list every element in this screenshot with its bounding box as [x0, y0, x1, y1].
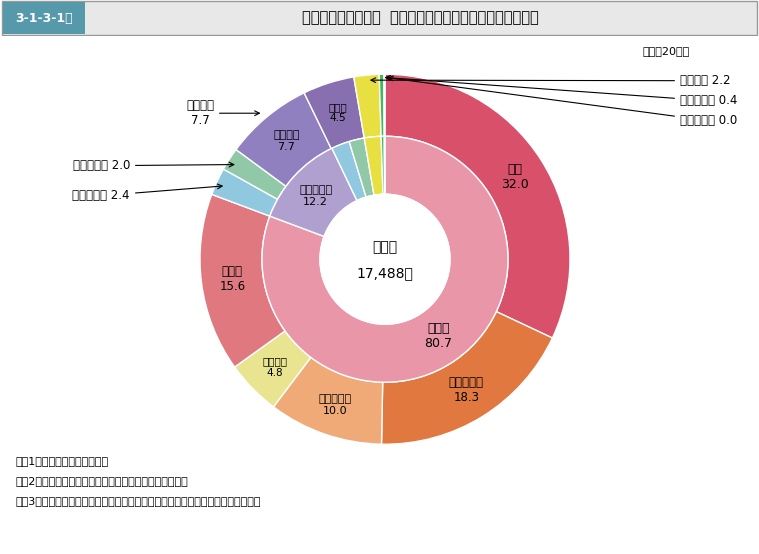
Text: 2　一般刑法犯及び道交違反を除く特別法犯に限る。: 2 一般刑法犯及び道交違反を除く特別法犯に限る。: [15, 476, 187, 486]
Wedge shape: [364, 136, 383, 195]
Wedge shape: [382, 311, 553, 444]
Text: 3-1-3-1図: 3-1-3-1図: [15, 12, 73, 24]
Text: 無　国　籍 0.0: 無 国 籍 0.0: [389, 76, 737, 127]
Wedge shape: [223, 150, 286, 199]
Wedge shape: [354, 74, 381, 138]
Text: 韓国・朝鮮
18.3: 韓国・朝鮮 18.3: [449, 376, 483, 404]
Wedge shape: [384, 136, 385, 194]
Text: 注　1　検察統計年報による。: 注 1 検察統計年報による。: [15, 456, 108, 466]
Text: ブラジル
7.7: ブラジル 7.7: [273, 130, 300, 152]
Wedge shape: [332, 142, 366, 201]
Wedge shape: [381, 136, 385, 194]
Wedge shape: [200, 194, 285, 367]
Text: ヨーロッパ 2.4: ヨーロッパ 2.4: [73, 184, 222, 202]
Text: ベトナム
4.8: ベトナム 4.8: [263, 356, 287, 377]
Text: 総　数: 総 数: [373, 240, 398, 254]
Wedge shape: [304, 77, 364, 148]
Wedge shape: [235, 331, 311, 407]
Bar: [3, 2, 85, 34]
Wedge shape: [212, 169, 278, 216]
Text: 来日外国人被疑事件  検察庁新規受理人員の国籍等別構成比: 来日外国人被疑事件 検察庁新規受理人員の国籍等別構成比: [301, 11, 538, 25]
Text: 北アメリカ 2.0: 北アメリカ 2.0: [73, 159, 234, 172]
Text: ブラジル
7.7: ブラジル 7.7: [186, 99, 260, 127]
Wedge shape: [349, 138, 374, 197]
Text: アフリカ 2.2: アフリカ 2.2: [371, 74, 730, 87]
Wedge shape: [385, 74, 570, 338]
Text: その他
15.6: その他 15.6: [219, 265, 245, 294]
Wedge shape: [384, 74, 385, 136]
Wedge shape: [269, 148, 357, 237]
Text: アジア
80.7: アジア 80.7: [424, 322, 452, 351]
Text: オセアニア 0.4: オセアニア 0.4: [386, 75, 738, 107]
Wedge shape: [273, 357, 383, 444]
Text: （平成20年）: （平成20年）: [643, 46, 690, 56]
Text: フィリピン
10.0: フィリピン 10.0: [318, 394, 351, 416]
Circle shape: [320, 194, 450, 324]
Text: 中国
32.0: 中国 32.0: [501, 163, 529, 191]
Text: 17,488人: 17,488人: [357, 266, 414, 280]
Wedge shape: [262, 136, 508, 382]
Wedge shape: [380, 74, 384, 136]
Text: その他
4.5: その他 4.5: [329, 102, 348, 124]
Wedge shape: [236, 93, 331, 186]
Text: 南アメリカ
12.2: 南アメリカ 12.2: [299, 185, 332, 207]
Text: 3　「中国」は，香港（中国政府発給旅券所持者に限る。）及び台湾を含む。: 3 「中国」は，香港（中国政府発給旅券所持者に限る。）及び台湾を含む。: [15, 496, 260, 506]
